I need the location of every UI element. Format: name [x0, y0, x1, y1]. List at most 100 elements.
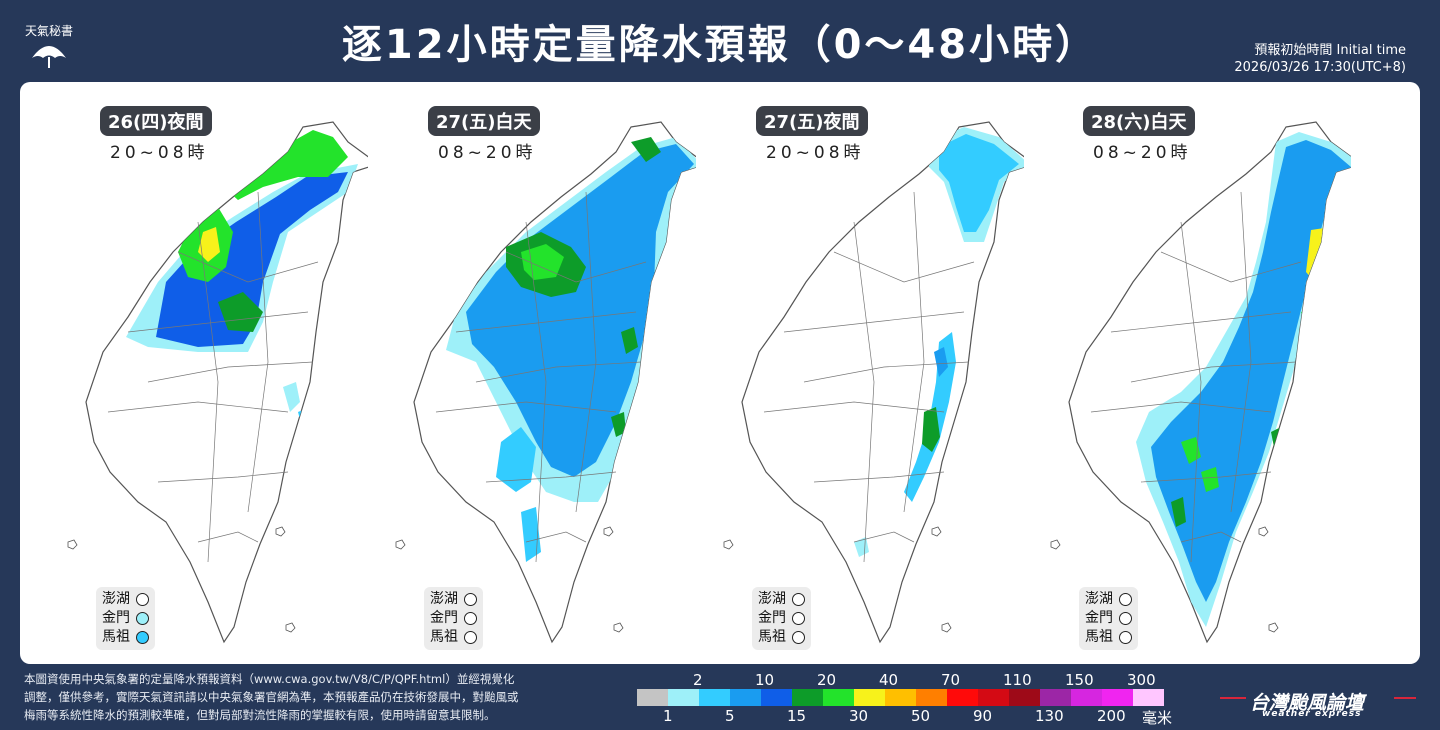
island-rain-indicator: [792, 593, 805, 606]
boundary-line: [1110, 311, 1292, 333]
boundary-line: [813, 471, 945, 483]
offshore-island: [603, 526, 614, 537]
boundary-line: [107, 401, 289, 413]
offshore-island: [285, 622, 296, 633]
boundary-line: [853, 531, 915, 543]
legend-top-label: 10: [755, 671, 775, 689]
boundary-line: [455, 311, 637, 333]
color-segment: [761, 689, 792, 706]
boundary-line: [247, 191, 269, 513]
rain-area-6: [1201, 467, 1219, 492]
color-segment: [1009, 689, 1040, 706]
brand-line-left: [1220, 697, 1246, 699]
page-title: 逐12小時定量降水預報（0〜48小時）: [341, 22, 1099, 68]
legend-bottom-label: 1: [663, 707, 673, 725]
boundary-line: [763, 401, 945, 413]
boundary-line: [1130, 361, 1297, 383]
island-row: 金門: [430, 609, 477, 628]
period-hours: 08~20時: [1093, 143, 1192, 163]
period-badge: 27(五)白天: [428, 106, 540, 136]
island-row: 馬祖: [1085, 628, 1132, 647]
island-rain-indicator: [1119, 593, 1132, 606]
disclaimer-line-3: 梅雨等系統性降水的預測較準確，但對局部對流性降雨的掌握較有限，使用時請留意其限制…: [24, 708, 496, 722]
island-label: 馬祖: [102, 629, 130, 645]
taiwan-outline: [85, 121, 368, 644]
initial-time: 預報初始時間 Initial time 2026/03/26 17:30(UTC…: [1234, 42, 1406, 76]
period-badge: 27(五)夜間: [756, 106, 868, 136]
logo-text: 天氣秘書: [24, 24, 73, 38]
legend-top-label: 110: [1003, 671, 1032, 689]
rain-area-3: [1306, 227, 1341, 287]
island-rain-indicator: [464, 612, 477, 625]
color-segment: [885, 689, 916, 706]
rain-area-5: [198, 227, 220, 262]
color-segment: [730, 689, 761, 706]
island-rain-indicator: [136, 612, 149, 625]
legend-top-label: 150: [1065, 671, 1094, 689]
legend-top-label: 20: [817, 671, 837, 689]
color-segment: [637, 689, 668, 706]
legend-top-label: 2: [693, 671, 703, 689]
init-time-value: 2026/03/26 17:30(UTC+8): [1234, 60, 1406, 75]
boundary-line: [833, 251, 975, 283]
umbrella-icon: [32, 46, 66, 68]
offshore-island: [67, 539, 78, 550]
color-segment: [823, 689, 854, 706]
color-segment: [1102, 689, 1133, 706]
island-label: 澎湖: [758, 591, 786, 607]
boundary-line: [197, 531, 259, 543]
rain-area-2: [156, 172, 348, 347]
rain-area-6: [621, 327, 638, 354]
legend-bottom-label: 30: [849, 707, 869, 725]
rain-area-8: [1171, 497, 1186, 527]
boundary-line: [127, 311, 309, 333]
period-hours: 20~08時: [110, 143, 209, 163]
taiwan-map: [395, 121, 696, 644]
brand-line-right: [1394, 697, 1416, 699]
boundary-line: [1180, 221, 1202, 563]
legend-bottom-label: 15: [787, 707, 807, 725]
island-row: 金門: [102, 609, 149, 628]
color-segment: [947, 689, 978, 706]
legend-bottom-label: 90: [973, 707, 993, 725]
island-row: 金門: [1085, 609, 1132, 628]
rain-area-9: [298, 407, 316, 442]
legend-bottom-label: 200: [1097, 707, 1126, 725]
island-rain-indicator: [1119, 612, 1132, 625]
island-row: 金門: [758, 609, 805, 628]
period-hours: 20~08時: [766, 143, 865, 163]
boundary-line: [525, 221, 547, 563]
taiwan-map: [1050, 121, 1351, 644]
color-segment: [1133, 689, 1164, 706]
island-rain-indicator: [464, 593, 477, 606]
color-segment: [668, 689, 699, 706]
island-row: 馬祖: [430, 628, 477, 647]
legend-unit: 毫米: [1142, 709, 1173, 727]
boundary-line: [1180, 531, 1242, 543]
color-segment: [978, 689, 1009, 706]
qpf-map-4: 28(六)白天 08~20時 澎湖 金門 馬祖: [1031, 82, 1351, 664]
legend-bottom-label: 50: [911, 707, 931, 725]
boundary-line: [475, 361, 642, 383]
brand-name: 台灣颱風論壇: [1250, 692, 1365, 714]
offshore-island: [1050, 539, 1061, 550]
legend-top-label: 300: [1127, 671, 1156, 689]
island-row: 澎湖: [430, 590, 477, 609]
island-rain-indicator: [792, 631, 805, 644]
outlying-islands-box: 澎湖 金門 馬祖: [96, 587, 155, 650]
rain-area-5: [934, 347, 948, 377]
color-segment: [1071, 689, 1102, 706]
offshore-island: [931, 526, 942, 537]
taiwan-map: [67, 121, 368, 644]
island-label: 馬祖: [758, 629, 786, 645]
island-row: 澎湖: [1085, 590, 1132, 609]
island-label: 澎湖: [430, 591, 458, 607]
island-row: 馬祖: [102, 628, 149, 647]
legend-top-label: 40: [879, 671, 899, 689]
rain-area-2: [466, 144, 694, 477]
island-row: 馬祖: [758, 628, 805, 647]
boundary-line: [853, 221, 875, 563]
boundary-line: [177, 251, 319, 283]
island-rain-indicator: [792, 612, 805, 625]
boundary-line: [1230, 191, 1252, 513]
